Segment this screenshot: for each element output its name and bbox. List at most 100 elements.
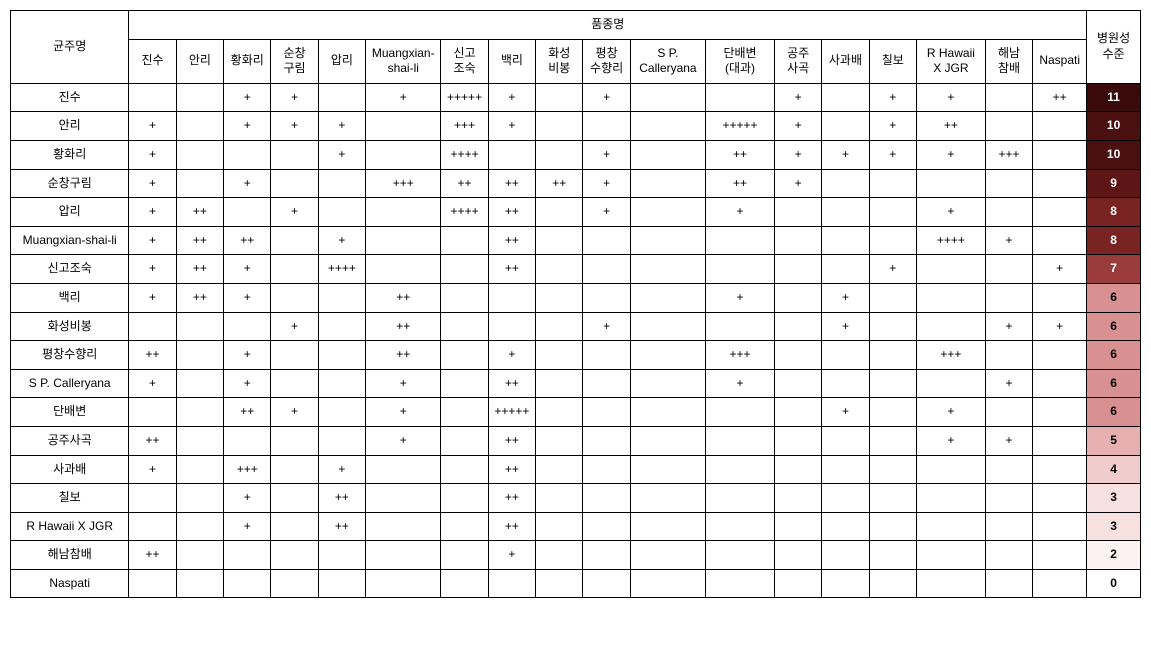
data-cell (869, 226, 916, 255)
data-cell: + (916, 198, 985, 227)
data-cell: ++ (706, 140, 775, 169)
data-cell (176, 512, 223, 541)
data-cell (366, 140, 441, 169)
pathogen-table: 균주명 품종명 병원성 수준 진수안리황화리순창 구림압리Muangxian- … (10, 10, 1141, 598)
data-cell (318, 169, 365, 198)
col-header: 안리 (176, 39, 223, 83)
data-cell (271, 140, 318, 169)
data-cell: +++++ (488, 398, 535, 427)
score-cell: 3 (1087, 484, 1141, 513)
data-cell (583, 569, 630, 598)
data-cell (869, 198, 916, 227)
data-cell: ++ (366, 341, 441, 370)
data-cell (488, 569, 535, 598)
data-cell: + (869, 83, 916, 112)
row-name: R Hawaii X JGR (11, 512, 129, 541)
data-cell: + (224, 169, 271, 198)
data-cell (774, 198, 821, 227)
data-cell (583, 341, 630, 370)
table-row: 황화리++++++++++++++++10 (11, 140, 1141, 169)
data-cell: +++ (366, 169, 441, 198)
data-cell: ++++ (318, 255, 365, 284)
score-cell: 6 (1087, 312, 1141, 341)
data-cell (318, 541, 365, 570)
data-cell (318, 198, 365, 227)
data-cell: ++ (488, 426, 535, 455)
row-name: 안리 (11, 112, 129, 141)
data-cell: + (129, 198, 176, 227)
data-cell (318, 312, 365, 341)
data-cell (441, 569, 488, 598)
data-cell (1033, 569, 1087, 598)
data-cell (271, 369, 318, 398)
data-cell (129, 569, 176, 598)
data-cell: + (318, 455, 365, 484)
data-cell (583, 484, 630, 513)
data-cell (366, 255, 441, 284)
data-cell (706, 312, 775, 341)
data-cell (774, 455, 821, 484)
row-name: Naspati (11, 569, 129, 598)
data-cell (441, 226, 488, 255)
data-cell (869, 512, 916, 541)
table-row: Muangxian-shai-li+++++++++++++8 (11, 226, 1141, 255)
data-cell: ++ (488, 226, 535, 255)
col-header: Muangxian- shai-li (366, 39, 441, 83)
data-cell (630, 341, 705, 370)
data-cell (176, 140, 223, 169)
data-cell (271, 484, 318, 513)
data-cell (176, 83, 223, 112)
data-cell (706, 398, 775, 427)
data-cell (271, 341, 318, 370)
data-cell (176, 169, 223, 198)
data-cell: ++ (488, 455, 535, 484)
data-cell (366, 512, 441, 541)
data-cell (985, 512, 1032, 541)
data-cell: + (488, 112, 535, 141)
data-cell (706, 484, 775, 513)
data-cell (822, 426, 869, 455)
data-cell (822, 198, 869, 227)
data-cell (774, 512, 821, 541)
table-row: 순창구림+++++++++++++++9 (11, 169, 1141, 198)
data-cell (536, 569, 583, 598)
data-cell (536, 341, 583, 370)
data-cell (176, 484, 223, 513)
data-cell (441, 255, 488, 284)
data-cell: + (583, 312, 630, 341)
data-cell: + (822, 312, 869, 341)
data-cell (176, 426, 223, 455)
data-cell: + (318, 112, 365, 141)
data-cell (916, 312, 985, 341)
data-cell (176, 569, 223, 598)
data-cell (583, 369, 630, 398)
data-cell: ++ (224, 226, 271, 255)
row-name: 압리 (11, 198, 129, 227)
data-cell (630, 198, 705, 227)
data-cell: + (1033, 312, 1087, 341)
data-cell (129, 398, 176, 427)
data-cell (583, 255, 630, 284)
data-cell (706, 541, 775, 570)
data-cell: + (129, 140, 176, 169)
col-header: S P. Calleryana (630, 39, 705, 83)
data-cell (271, 226, 318, 255)
data-cell (869, 569, 916, 598)
data-cell (583, 226, 630, 255)
data-cell: + (271, 83, 318, 112)
data-cell: + (224, 369, 271, 398)
data-cell: + (706, 283, 775, 312)
row-header-title: 균주명 (11, 11, 129, 84)
data-cell: ++ (488, 198, 535, 227)
data-cell (869, 169, 916, 198)
data-cell (583, 455, 630, 484)
data-cell (822, 369, 869, 398)
col-header: 사과배 (822, 39, 869, 83)
table-row: 공주사곡+++++++5 (11, 426, 1141, 455)
data-cell (366, 569, 441, 598)
data-cell (318, 341, 365, 370)
score-cell: 6 (1087, 283, 1141, 312)
data-cell (1033, 140, 1087, 169)
data-cell (441, 283, 488, 312)
data-cell (1033, 283, 1087, 312)
